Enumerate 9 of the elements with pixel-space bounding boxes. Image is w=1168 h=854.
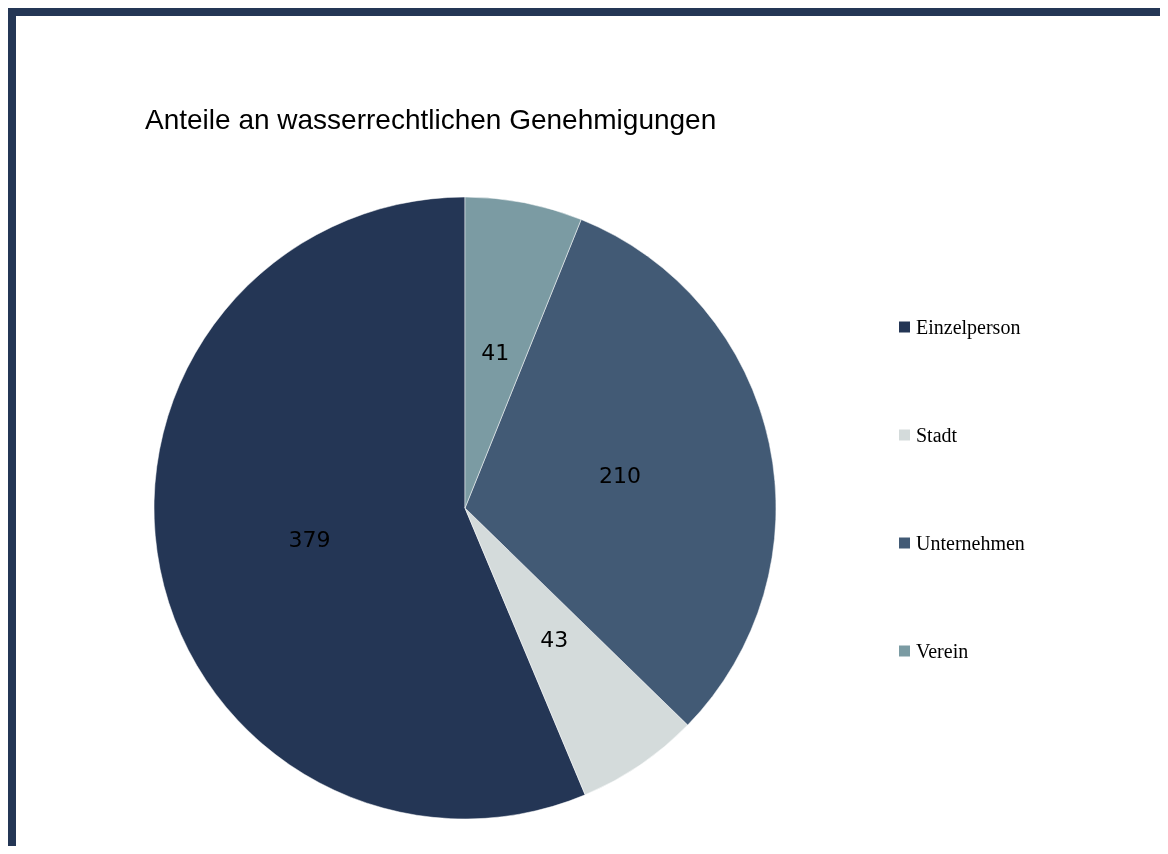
chart-title: Anteile an wasserrechtlichen Genehmigungen <box>145 103 717 135</box>
data-label: 43 <box>540 626 569 652</box>
data-label: 210 <box>599 462 642 488</box>
data-label: 41 <box>481 339 510 365</box>
legend-label: Unternehmen <box>916 532 1025 554</box>
legend-label: Verein <box>916 640 969 662</box>
legend-label: Stadt <box>916 424 958 446</box>
legend-label: Einzelperson <box>916 316 1021 339</box>
data-label: 379 <box>288 526 331 552</box>
